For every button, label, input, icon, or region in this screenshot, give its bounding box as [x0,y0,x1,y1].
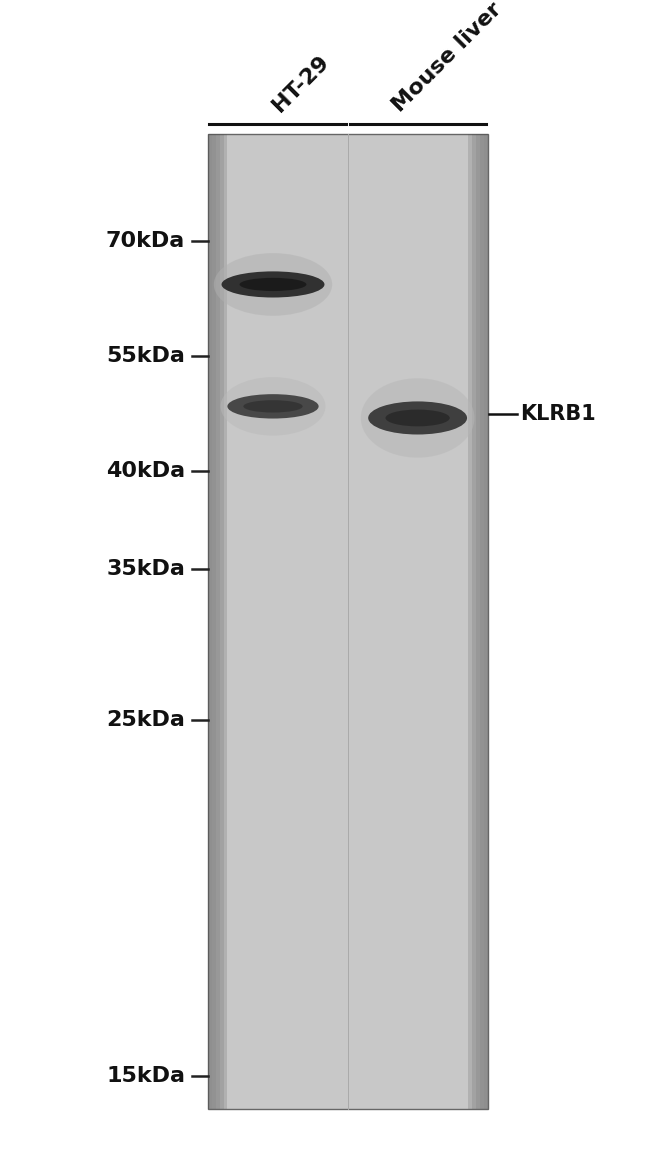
Text: KLRB1: KLRB1 [520,404,596,425]
Ellipse shape [222,272,324,297]
Bar [208,134,224,1109]
Bar [208,134,220,1109]
Text: 40kDa: 40kDa [106,461,185,482]
Text: 25kDa: 25kDa [107,709,185,730]
Bar [208,134,227,1109]
Ellipse shape [240,277,306,291]
Text: HT-29: HT-29 [268,52,333,116]
Bar [208,134,216,1109]
Ellipse shape [227,395,318,419]
Text: Mouse liver: Mouse liver [389,0,506,116]
Text: 70kDa: 70kDa [106,231,185,252]
Text: 35kDa: 35kDa [107,558,185,579]
Text: 15kDa: 15kDa [106,1066,185,1087]
Bar [472,134,488,1109]
Bar [484,134,488,1109]
Bar [208,134,212,1109]
Bar [208,134,488,1109]
Ellipse shape [361,378,474,457]
Ellipse shape [243,401,303,412]
Ellipse shape [385,410,450,426]
Ellipse shape [368,402,467,434]
Text: 55kDa: 55kDa [107,346,185,367]
Ellipse shape [220,377,326,435]
Bar [468,134,488,1109]
Bar [476,134,488,1109]
Bar [480,134,488,1109]
Ellipse shape [214,253,332,316]
